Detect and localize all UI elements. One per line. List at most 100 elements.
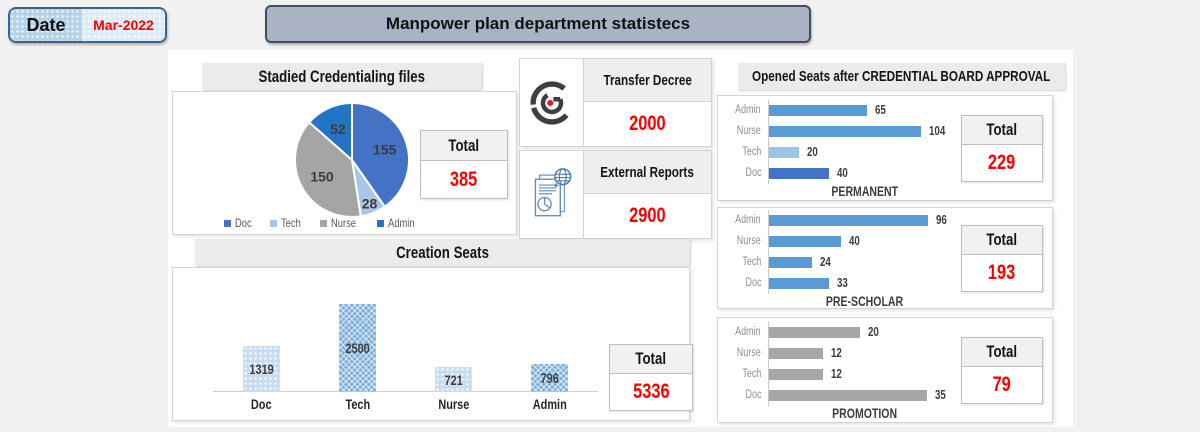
creation-bar-value: 1319 bbox=[248, 361, 274, 377]
creation-bar-value: 2500 bbox=[345, 340, 370, 356]
permanent-card: Admin 65 Nurse 104 Tech 20 Doc 40 PERMANENT Tota… bbox=[717, 95, 1053, 201]
creation-bar-slot: 796 Admin bbox=[502, 276, 598, 416]
legend-swatch bbox=[269, 219, 277, 227]
legend-label: Doc bbox=[234, 216, 252, 230]
bar-value-label: 24 bbox=[820, 255, 832, 269]
pre-scholar-chart: Admin 96 Nurse 40 Tech 24 Doc 33 PRE-SCHOLAR bbox=[718, 205, 961, 312]
pie-value-label: 28 bbox=[362, 195, 378, 211]
creation-category-label: Admin bbox=[532, 396, 567, 412]
bar-track: 24 bbox=[768, 251, 950, 273]
bar-track: 40 bbox=[768, 230, 950, 252]
transfer-decree-title: Transfer Decree bbox=[584, 59, 711, 102]
pre-scholar-card: Admin 96 Nurse 40 Tech 24 Doc 33 PRE-SCHOLAR Tot… bbox=[717, 207, 1053, 309]
bar-category-label: Admin bbox=[735, 104, 761, 116]
bar-admin bbox=[769, 214, 929, 226]
external-reports-value: 2900 bbox=[629, 204, 666, 227]
external-reports-icon bbox=[520, 151, 584, 238]
bar-row-tech: Tech 24 bbox=[722, 251, 961, 273]
legend-item-nurse: Nurse bbox=[320, 216, 363, 230]
bar-category-label: Doc bbox=[745, 277, 761, 289]
legend-label: Admin bbox=[388, 216, 415, 230]
pie-value-label: 155 bbox=[373, 142, 397, 158]
bar-tech bbox=[769, 256, 813, 268]
bar-category-label: Tech bbox=[742, 368, 761, 380]
creation-bar-value: 721 bbox=[444, 371, 463, 388]
legend-swatch bbox=[320, 219, 328, 227]
creation-seats-title: Creation Seats bbox=[195, 239, 690, 266]
bar-doc bbox=[769, 277, 829, 289]
total-label: Total bbox=[962, 225, 1042, 255]
bar-tech bbox=[769, 368, 824, 380]
creation-bar-slot: 1319 Doc bbox=[213, 276, 309, 416]
total-label: Total bbox=[962, 337, 1042, 367]
date-selector: Date Mar-2022 bbox=[8, 7, 167, 43]
total-label: Total bbox=[421, 131, 507, 161]
bar-row-nurse: Nurse 12 bbox=[722, 342, 961, 364]
creation-total-box: Total 5336 bbox=[609, 344, 693, 411]
pie-value-label: 52 bbox=[330, 121, 346, 137]
bar-category-label: Admin bbox=[735, 326, 761, 338]
bar-nurse bbox=[769, 125, 922, 137]
bar-value-label: 33 bbox=[836, 276, 848, 290]
bar-value-label: 20 bbox=[867, 325, 879, 339]
bar-value-label: 96 bbox=[936, 213, 947, 227]
creation-bar-slot: 721 Nurse bbox=[406, 276, 502, 416]
creation-bar-doc: 1319 bbox=[242, 346, 280, 392]
promotion-total-value: 79 bbox=[992, 372, 1012, 396]
bar-row-tech: Tech 12 bbox=[722, 363, 961, 385]
bar-track: 20 bbox=[768, 141, 950, 163]
creation-seats-chart: 1319 Doc 2500 Tech 721 Nurse 796 Admin bbox=[213, 276, 598, 416]
bar-track: 104 bbox=[768, 120, 950, 142]
promotion-chart: Admin 20 Nurse 12 Tech 12 Doc 35 PROMOTION bbox=[718, 317, 961, 424]
bar-nurse bbox=[769, 235, 842, 247]
bar-value-label: 40 bbox=[837, 166, 849, 180]
total-label: Total bbox=[962, 115, 1042, 145]
bar-row-admin: Admin 65 bbox=[722, 99, 961, 121]
pie-value-label: 150 bbox=[310, 168, 334, 184]
creation-bar-admin: 796 bbox=[531, 364, 569, 392]
chart-caption: PROMOTION bbox=[832, 405, 898, 421]
creation-category-label: Nurse bbox=[438, 396, 470, 412]
bar-row-doc: Doc 35 bbox=[722, 384, 961, 406]
permanent-chart: Admin 65 Nurse 104 Tech 20 Doc 40 PERMANENT bbox=[718, 95, 961, 202]
bar-admin bbox=[769, 104, 868, 116]
legend-label: Nurse bbox=[331, 216, 357, 230]
bar-value-label: 65 bbox=[875, 103, 886, 117]
bar-category-label: Doc bbox=[745, 389, 761, 401]
external-reports-card: External Reports 2900 bbox=[519, 150, 712, 239]
bar-value-label: 20 bbox=[807, 145, 819, 159]
bar-value-label: 40 bbox=[849, 234, 861, 248]
external-reports-title: External Reports bbox=[584, 151, 711, 194]
permanent-total-value: 229 bbox=[988, 150, 1016, 174]
creation-seats-card: 1319 Doc 2500 Tech 721 Nurse 796 Admin Total 53… bbox=[172, 267, 693, 421]
bar-track: 20 bbox=[768, 321, 950, 343]
credentialing-chart-title: Stadied Credentialing files bbox=[202, 63, 482, 90]
promotion-total-box: Total 79 bbox=[961, 336, 1043, 404]
bar-row-admin: Admin 20 bbox=[722, 321, 961, 343]
transfer-decree-value: 2000 bbox=[629, 112, 666, 135]
legend-item-tech: Tech bbox=[269, 216, 306, 230]
credentialing-total-value: 385 bbox=[450, 167, 478, 191]
bar-category-label: Nurse bbox=[737, 125, 761, 137]
bar-category-label: Tech bbox=[742, 256, 761, 268]
permanent-total-box: Total 229 bbox=[961, 114, 1043, 182]
bar-category-label: Nurse bbox=[737, 235, 761, 247]
creation-category-label: Tech bbox=[345, 396, 370, 412]
creation-bar-value: 796 bbox=[540, 370, 559, 386]
bar-category-label: Doc bbox=[745, 167, 761, 179]
bar-category-label: Nurse bbox=[737, 347, 761, 359]
date-value[interactable]: Mar-2022 bbox=[82, 9, 165, 41]
pre-scholar-total-box: Total 193 bbox=[961, 224, 1043, 292]
bar-track: 12 bbox=[768, 342, 950, 364]
creation-total-value: 5336 bbox=[632, 380, 670, 403]
credentialing-total-box: Total 385 bbox=[420, 130, 508, 199]
bar-track: 96 bbox=[768, 209, 950, 231]
bar-track: 35 bbox=[768, 384, 950, 406]
bar-value-label: 12 bbox=[831, 367, 843, 381]
date-label: Date bbox=[10, 9, 82, 41]
promotion-card: Admin 20 Nurse 12 Tech 12 Doc 35 PROMOTION Total… bbox=[717, 317, 1053, 423]
pie-slice-nurse bbox=[294, 120, 362, 218]
legend-label: Tech bbox=[280, 216, 301, 230]
credentialing-pie-chart: 155 28 150 52 bbox=[294, 101, 410, 218]
chart-caption: PRE-SCHOLAR bbox=[826, 293, 904, 309]
